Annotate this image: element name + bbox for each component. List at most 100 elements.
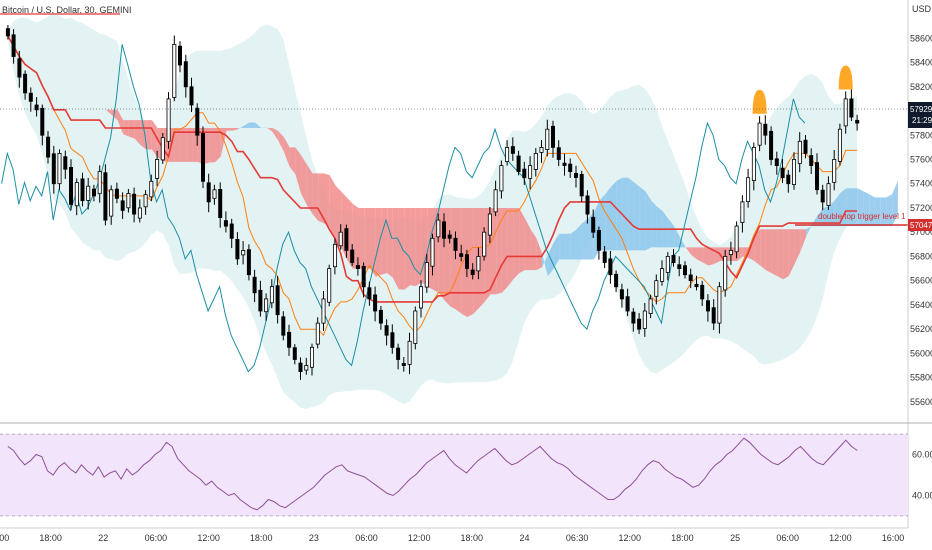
bear-candle — [602, 251, 607, 263]
bearish-cloud-segment — [467, 208, 474, 317]
bearish-cloud-segment — [272, 128, 279, 141]
time-tick-label: 16:00 — [882, 533, 905, 543]
bull-candle — [338, 231, 343, 247]
bull-candle — [648, 298, 653, 314]
bearish-cloud-segment — [708, 247, 715, 266]
bullish-cloud-segment — [611, 180, 617, 251]
bear-candle — [252, 276, 257, 294]
bull-candle — [155, 159, 160, 179]
bull-candle — [746, 177, 751, 202]
bearish-cloud-segment — [760, 229, 766, 271]
bull-candle — [143, 194, 148, 208]
bear-candle — [92, 188, 97, 197]
rsi-line — [7, 437, 858, 511]
bearish-cloud-segment — [128, 120, 135, 139]
rsi-pane[interactable]: 60.00 40.00 — [0, 433, 932, 517]
bear-candle — [177, 45, 182, 66]
bearish-cloud-segment — [283, 137, 290, 167]
price-tick-label: 58600.00 — [910, 33, 932, 43]
bullish-cloud-segment — [243, 122, 250, 128]
bear-candle — [551, 125, 556, 148]
time-axis[interactable]: 12:00 18:00 22 06:00 12:00 18:00 23 06:00 12:00 1… — [0, 527, 908, 543]
time-tick-label: 06:00 — [355, 533, 378, 543]
bull-candle — [757, 122, 762, 146]
ichimoku-lines — [1, 35, 858, 373]
bullish-cloud-segment — [846, 188, 852, 227]
bear-candle — [596, 229, 601, 251]
trigger-annotation: double top trigger level 1 — [818, 212, 906, 221]
bull-candle — [109, 189, 114, 217]
bull-candle — [533, 152, 538, 170]
bull-candle — [436, 219, 441, 238]
bearish-cloud-segment — [358, 208, 365, 269]
bear-candle — [780, 167, 785, 179]
bear-candle — [189, 86, 194, 106]
price-tick-label: 58400.00 — [910, 58, 932, 68]
bear-candle — [522, 168, 527, 179]
bull-candle — [505, 146, 510, 162]
bear-candle — [786, 174, 791, 185]
bullish-cloud-segment — [576, 223, 583, 260]
bear-candle — [114, 188, 119, 199]
rsi-tick-labels: 60.00 40.00 — [912, 450, 932, 501]
price-axis[interactable]: USD 58600.0058400.0058200.0058000.005780… — [907, 0, 932, 528]
bear-candle — [17, 58, 22, 78]
bull-candle — [792, 159, 797, 185]
bullish-cloud-segment — [863, 191, 870, 227]
bear-candle — [195, 107, 200, 136]
bear-candle — [625, 296, 630, 312]
time-tick-label: 12:00 — [829, 533, 852, 543]
bull-candle — [487, 213, 492, 236]
bear-candle — [40, 107, 45, 136]
bearish-cloud-segment — [783, 229, 789, 280]
price-tick-label: 56800.00 — [910, 251, 932, 261]
price-tick-label: 57200.00 — [910, 203, 932, 213]
bear-candle — [608, 258, 613, 276]
bull-candle — [57, 152, 62, 185]
time-tick-label: 12:00 — [619, 533, 642, 543]
bearish-cloud-segment — [180, 128, 187, 162]
bear-candle — [28, 92, 33, 102]
bearish-cloud-segment — [490, 208, 497, 295]
bullish-cloud-segment — [840, 188, 847, 227]
bearish-cloud-segment — [278, 131, 284, 152]
bearish-cloud-segment — [134, 120, 141, 145]
bear-candle — [815, 162, 820, 191]
bear-candle — [453, 237, 458, 251]
bull-candle — [482, 231, 487, 257]
bull-candle — [528, 165, 533, 179]
bearish-cloud-segment — [192, 128, 198, 162]
bear-candle — [275, 285, 280, 316]
bear-candle — [447, 234, 452, 239]
time-tick-label: 23 — [309, 533, 319, 543]
bearish-cloud-segment — [777, 229, 784, 280]
bearish-cloud-segment — [364, 208, 370, 269]
bull-candle — [826, 183, 831, 206]
bear-candle — [683, 265, 688, 276]
time-tick-label: 22 — [98, 533, 108, 543]
bullish-cloud-segment — [255, 122, 261, 128]
peak-markers — [752, 65, 853, 114]
bearish-cloud-segment — [329, 175, 336, 242]
bullish-cloud-segment — [570, 229, 577, 260]
bearish-cloud-segment — [702, 247, 709, 266]
bullish-cloud-segment — [852, 188, 858, 227]
bear-candle — [574, 172, 579, 178]
bear-candle — [223, 220, 228, 227]
price-pane[interactable] — [1, 11, 898, 410]
bull-candle — [660, 268, 665, 282]
peak-marker — [752, 89, 767, 114]
bull-candle — [126, 192, 131, 209]
bear-candle — [464, 254, 469, 269]
bear-candle — [46, 136, 51, 158]
bear-candle — [671, 254, 676, 263]
bearish-cloud-segment — [324, 173, 330, 228]
bearish-cloud-segment — [226, 128, 233, 131]
bear-candle — [287, 331, 292, 348]
time-tick-label: 12:00 — [408, 533, 431, 543]
price-tick-label: 57600.00 — [910, 155, 932, 165]
price-tick-label: 55600.00 — [910, 397, 932, 407]
bear-candle — [229, 223, 234, 239]
bull-candle — [734, 225, 739, 253]
